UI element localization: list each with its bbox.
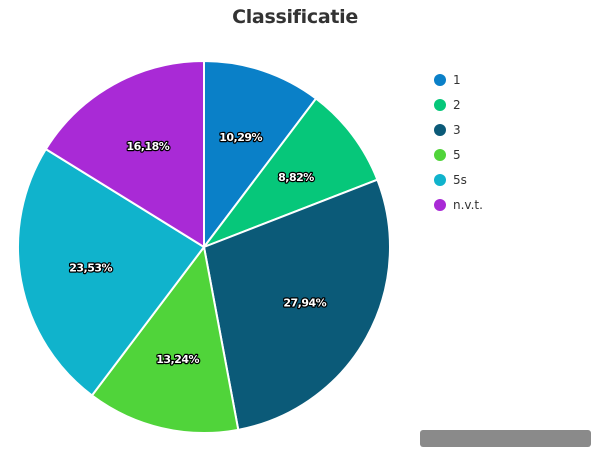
legend: 1 2 3 5 5s n.v.t. [434, 67, 483, 217]
pie-slice-nvt[interactable] [44, 59, 205, 249]
legend-marker-icon [434, 173, 446, 186]
slice-label-3: 27,94% [283, 297, 326, 310]
legend-item-3[interactable]: 3 [434, 117, 483, 142]
pie-slice-3[interactable] [202, 178, 391, 431]
horizontal-scrollbar[interactable] [420, 430, 591, 447]
legend-item-5s[interactable]: 5s [434, 167, 483, 192]
pie-slice-5[interactable] [90, 244, 240, 434]
chart-title: Classificatie [232, 6, 358, 28]
slice-label-2: 8,82% [278, 171, 314, 184]
pie-slice-1[interactable] [203, 59, 318, 250]
legend-item-nvt[interactable]: n.v.t. [434, 192, 483, 217]
legend-label: n.v.t. [453, 197, 483, 212]
pie-slice-5s[interactable] [17, 147, 206, 397]
legend-label: 3 [453, 122, 461, 137]
legend-marker-icon [434, 198, 446, 211]
legend-marker-icon [434, 73, 446, 86]
legend-label: 5 [453, 147, 461, 162]
legend-marker-icon [434, 123, 446, 136]
legend-marker-icon [434, 148, 446, 161]
legend-item-1[interactable]: 1 [434, 67, 483, 92]
legend-item-5[interactable]: 5 [434, 142, 483, 167]
slice-label-5: 13,24% [156, 353, 199, 366]
legend-label: 2 [453, 97, 461, 112]
legend-label: 5s [453, 172, 467, 187]
slice-label-5s: 23,53% [69, 262, 112, 275]
legend-marker-icon [434, 98, 446, 111]
slice-label-1: 10,29% [219, 131, 262, 144]
slice-label-nvt: 16,18% [126, 140, 169, 153]
legend-label: 1 [453, 72, 461, 87]
legend-item-2[interactable]: 2 [434, 92, 483, 117]
pie-slice-2[interactable] [201, 97, 379, 250]
